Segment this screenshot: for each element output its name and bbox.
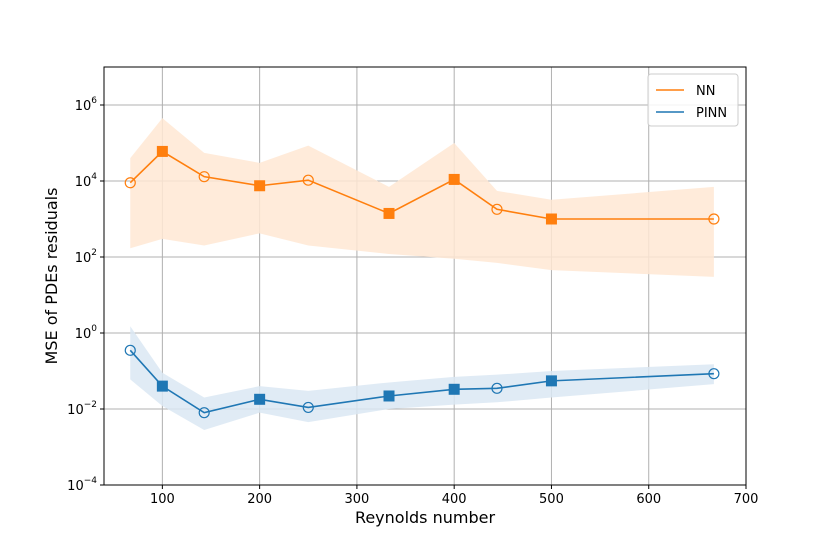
- y-tick-exponent: 0: [91, 324, 97, 334]
- y-tick-exponent: 2: [91, 248, 97, 258]
- x-tick-label: 200: [247, 492, 272, 507]
- x-tick-label: 300: [344, 492, 369, 507]
- x-tick-label: 600: [636, 492, 661, 507]
- data-point: [491, 382, 503, 394]
- y-tick-base: 10: [75, 251, 92, 266]
- data-point: [383, 207, 395, 219]
- data-point: [254, 393, 266, 405]
- x-tick-label: 100: [150, 492, 175, 507]
- y-tick-label: 10−2: [67, 400, 97, 418]
- legend-box: [647, 73, 739, 127]
- data-point: [545, 213, 557, 225]
- y-tick-base: 10: [67, 403, 84, 418]
- legend-label-nn: NN: [696, 84, 715, 99]
- y-tick-label: 102: [75, 248, 97, 266]
- line-pinn: [129, 349, 714, 414]
- x-axis: 100 200 300 400 500 600 700: [150, 485, 758, 507]
- data-point: [545, 375, 557, 387]
- legend-label-pinn: PINN: [696, 106, 727, 121]
- data-point: [156, 380, 168, 392]
- data-point: [198, 407, 210, 419]
- y-tick-exponent: 6: [91, 96, 97, 106]
- y-tick-exponent: −2: [84, 400, 97, 410]
- y-tick-base: 10: [75, 99, 92, 114]
- data-point: [254, 180, 266, 192]
- band-pinn: [130, 326, 714, 431]
- data-point: [302, 174, 314, 186]
- data-point: [708, 213, 720, 225]
- y-tick-base: 10: [75, 327, 92, 342]
- y-tick-label: 104: [75, 172, 98, 190]
- series-lines: [129, 150, 714, 414]
- x-tick-label: 700: [734, 492, 759, 507]
- legend: NN PINN: [647, 73, 739, 127]
- data-point: [383, 390, 395, 402]
- plot-frame: [103, 66, 747, 486]
- data-point: [124, 177, 136, 189]
- confidence-bands: [130, 118, 714, 431]
- data-point: [491, 203, 503, 215]
- series-markers: [124, 145, 720, 419]
- y-tick-exponent: 4: [91, 172, 97, 182]
- y-tick-exponent: −4: [84, 476, 98, 486]
- y-tick-label: 10−4: [67, 476, 97, 494]
- x-tick-label: 400: [442, 492, 467, 507]
- data-point: [198, 171, 210, 183]
- line-nn: [129, 150, 714, 220]
- data-point: [708, 368, 720, 380]
- band-nn: [130, 118, 714, 277]
- data-point: [448, 173, 460, 185]
- x-axis-label: Reynolds number: [355, 508, 496, 527]
- data-point: [302, 401, 314, 414]
- data-point: [156, 145, 168, 157]
- y-tick-base: 10: [67, 479, 84, 494]
- y-tick-label: 100: [75, 324, 98, 342]
- y-axis-label: MSE of PDEs residuals: [42, 188, 61, 365]
- y-tick-label: 106: [75, 96, 98, 114]
- data-point: [448, 383, 460, 395]
- y-tick-base: 10: [75, 175, 92, 190]
- data-point: [124, 344, 136, 356]
- x-tick-label: 500: [539, 492, 564, 507]
